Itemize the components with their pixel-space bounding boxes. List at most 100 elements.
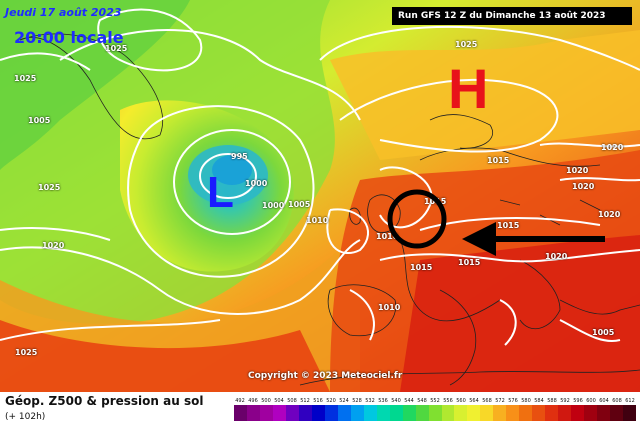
scale-tick-label: 552: [430, 398, 440, 404]
isobars: [0, 8, 640, 346]
map-product-title: Géop. Z500 & pression au sol: [5, 394, 204, 408]
isobar-value-label: 1025: [14, 74, 37, 83]
scale-swatch: [571, 405, 585, 421]
scale-swatch: [597, 405, 611, 421]
scale-tick-label: 548: [417, 398, 427, 404]
high-pressure-symbol: H: [448, 57, 489, 120]
forecast-lead-time: (+ 102h): [5, 412, 46, 422]
scale-swatch: [246, 405, 260, 421]
scale-tick-label: 540: [391, 398, 401, 404]
scale-swatch: [480, 405, 494, 421]
isobar-value-label: 1010: [376, 232, 399, 241]
isobar-value-label: 1005: [592, 328, 615, 337]
scale-swatch: [350, 405, 364, 421]
scale-swatch: [389, 405, 403, 421]
isobar-value-label: 1020: [572, 182, 595, 191]
scale-tick-label: 504: [274, 398, 284, 404]
scale-swatch: [558, 405, 572, 421]
isobar-value-label: 1025: [105, 44, 128, 53]
scale-swatch: [584, 405, 598, 421]
scale-swatch: [298, 405, 312, 421]
forecast-date: Jeudi 17 août 2023: [5, 6, 122, 19]
isobar-value-label: 1005: [288, 200, 311, 209]
isobar-value-label: 1015: [487, 156, 510, 165]
scale-tick-label: 564: [469, 398, 479, 404]
scale-tick-label: 596: [573, 398, 583, 404]
isobar-value-label: 1020: [545, 252, 568, 261]
isobar-value-label: 1020: [598, 210, 621, 219]
geopotential-map: [0, 0, 640, 392]
scale-swatch: [532, 405, 546, 421]
scale-swatch: [285, 405, 299, 421]
scale-tick-label: 516: [313, 398, 323, 404]
isobar-value-label: 1005: [28, 116, 51, 125]
scale-tick-label: 572: [495, 398, 505, 404]
scale-swatch: [402, 405, 416, 421]
color-scale-bar: [234, 405, 637, 421]
scale-tick-label: 508: [287, 398, 297, 404]
isobar-value-label: 1020: [601, 143, 624, 152]
isobar-value-label: 1020: [42, 241, 65, 250]
isobar-value-label: 1025: [38, 183, 61, 192]
copyright-notice: Copyright © 2023 Meteociel.fr: [248, 371, 403, 381]
scale-tick-label: 496: [248, 398, 258, 404]
isobar-value-label: 1010: [306, 216, 329, 225]
isobar-value-label: 1025: [455, 40, 478, 49]
model-run-info: Run GFS 12 Z du Dimanche 13 août 2023: [398, 11, 606, 21]
scale-tick-label: 568: [482, 398, 492, 404]
scale-swatch: [623, 405, 637, 421]
scale-tick-label: 556: [443, 398, 453, 404]
scale-tick-label: 520: [326, 398, 336, 404]
low-pressure-symbol: L: [207, 168, 234, 217]
scale-swatch: [610, 405, 624, 421]
isobar-value-label: 1015: [458, 258, 481, 267]
scale-swatch: [259, 405, 273, 421]
scale-tick-label: 576: [508, 398, 518, 404]
isobar-value-label: 1015: [497, 221, 520, 230]
scale-tick-label: 560: [456, 398, 466, 404]
scale-tick-label: 600: [586, 398, 596, 404]
scale-tick-label: 492: [235, 398, 245, 404]
scale-tick-label: 532: [365, 398, 375, 404]
scale-tick-label: 612: [625, 398, 635, 404]
scale-tick-label: 592: [560, 398, 570, 404]
forecast-time: 20:00 locale: [14, 28, 124, 47]
scale-swatch: [415, 405, 429, 421]
isobar-value-label: 1000: [262, 201, 285, 210]
scale-swatch: [272, 405, 286, 421]
scale-tick-label: 604: [599, 398, 609, 404]
scale-swatch: [506, 405, 520, 421]
color-scale-ticks: 492 496 500 504 508 512 516 520 524 528 532 536 540 5…: [234, 398, 636, 406]
scale-swatch: [545, 405, 559, 421]
scale-tick-label: 512: [300, 398, 310, 404]
isobar-value-label: 1025: [15, 348, 38, 357]
scale-tick-label: 608: [612, 398, 622, 404]
scale-swatch: [441, 405, 455, 421]
run-info-box: [392, 7, 632, 25]
scale-tick-label: 524: [339, 398, 349, 404]
scale-swatch: [454, 405, 468, 421]
isobar-value-label: 1020: [566, 166, 589, 175]
scale-tick-label: 588: [547, 398, 557, 404]
scale-swatch: [519, 405, 533, 421]
isobar-value-label: 1010: [378, 303, 401, 312]
scale-swatch: [311, 405, 325, 421]
scale-tick-label: 544: [404, 398, 414, 404]
scale-swatch: [376, 405, 390, 421]
isobar-value-label: 995: [231, 152, 248, 161]
scale-tick-label: 584: [534, 398, 544, 404]
isobar-value-label: 1000: [245, 179, 268, 188]
scale-tick-label: 580: [521, 398, 531, 404]
scale-tick-label: 500: [261, 398, 271, 404]
scale-swatch: [324, 405, 338, 421]
scale-swatch: [428, 405, 442, 421]
scale-swatch: [337, 405, 351, 421]
scale-swatch: [467, 405, 481, 421]
scale-swatch: [363, 405, 377, 421]
isobar-value-label: 1015: [424, 197, 447, 206]
isobar-value-label: 1015: [410, 263, 433, 272]
scale-swatch: [234, 405, 247, 421]
scale-tick-label: 528: [352, 398, 362, 404]
scale-swatch: [493, 405, 507, 421]
